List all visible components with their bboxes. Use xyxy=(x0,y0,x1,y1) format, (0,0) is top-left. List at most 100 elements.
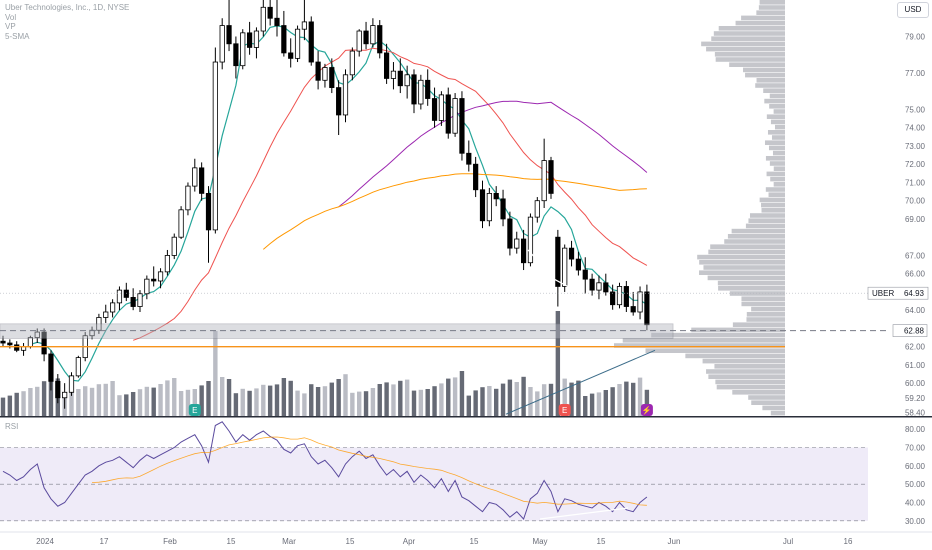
price-axis-tick: 60.00 xyxy=(905,379,926,388)
rsi-axis-tick: 70.00 xyxy=(905,444,926,453)
volume-profile-row xyxy=(766,114,785,119)
time-axis-tick: 15 xyxy=(597,537,606,546)
volume-bar xyxy=(302,393,307,416)
candlestick-series xyxy=(0,0,650,409)
volume-profile-row xyxy=(765,187,785,192)
price-axis-tick: 71.00 xyxy=(905,178,926,187)
volume-bar xyxy=(28,388,33,416)
volume-bar xyxy=(165,380,170,416)
volume-profile-row xyxy=(761,208,785,213)
volume-profile-row xyxy=(758,5,785,10)
chart-background xyxy=(0,416,932,533)
volume-bar xyxy=(514,382,519,416)
time-axis-tick: May xyxy=(532,537,547,546)
volume-profile-row xyxy=(718,26,785,31)
volume-bar xyxy=(144,386,150,416)
volume-bar xyxy=(240,388,245,416)
volume-bar xyxy=(398,380,403,416)
price-axis-tick: 67.00 xyxy=(905,251,926,260)
volume-bar xyxy=(336,379,341,416)
volume-bar xyxy=(192,389,197,416)
volume-profile-row xyxy=(773,182,785,187)
candle-body xyxy=(527,216,534,264)
level-price-tag xyxy=(892,324,928,337)
volume-profile-row xyxy=(706,369,785,374)
volume-bar xyxy=(199,385,204,416)
volume-profile-row xyxy=(748,218,785,223)
candle-body xyxy=(603,282,609,293)
candle-body xyxy=(349,50,355,76)
volume-profile xyxy=(613,0,785,416)
volume-profile-row xyxy=(716,384,785,390)
volume-profile-row xyxy=(715,379,785,385)
volume-profile-row xyxy=(767,130,785,135)
earnings-marker xyxy=(640,404,653,416)
volume-bar xyxy=(213,331,218,416)
candle-body xyxy=(219,25,225,63)
volume-bar xyxy=(507,379,513,416)
volume-bar xyxy=(541,384,547,416)
price-axis-tick: 58.40 xyxy=(905,408,926,417)
volume-profile-row xyxy=(751,400,785,405)
volume-bar xyxy=(247,390,252,416)
volume-profile-row xyxy=(762,405,785,411)
candle-body xyxy=(246,32,253,48)
candle-body xyxy=(75,357,81,377)
candle-body xyxy=(137,293,143,307)
volume-profile-row xyxy=(764,140,785,145)
candle-body xyxy=(411,74,417,105)
volume-bar xyxy=(363,391,369,416)
candle-body xyxy=(336,87,342,116)
volume-bar xyxy=(562,378,567,416)
volume-bar xyxy=(226,379,232,416)
price-axis-tick: 70.00 xyxy=(905,197,926,206)
volume-profile-row xyxy=(774,124,785,130)
volume-bar xyxy=(35,386,40,416)
candle-body xyxy=(473,163,479,191)
candle-body xyxy=(616,286,623,306)
candle-body xyxy=(27,337,34,348)
volume-bar xyxy=(48,378,54,416)
volume-bar xyxy=(473,390,478,416)
volume-bar xyxy=(130,392,136,416)
volume-profile-row xyxy=(755,83,785,88)
legend-title: Uber Technologies, Inc., 1D, NYSE xyxy=(5,3,130,12)
candle-body xyxy=(342,74,349,116)
candle-body xyxy=(301,21,308,30)
volume-bar xyxy=(452,377,458,416)
volume-bar xyxy=(41,381,47,416)
volume-profile-row xyxy=(699,260,785,265)
volume-bar xyxy=(158,384,163,416)
time-axis-tick: 15 xyxy=(346,537,355,546)
candle-body xyxy=(240,32,246,67)
legend-vp: VP xyxy=(5,22,16,31)
volume-bar xyxy=(624,381,629,416)
volume-profile-row xyxy=(699,270,785,275)
divergence-arrow xyxy=(550,276,637,324)
volume-profile-row xyxy=(768,145,785,151)
currency-button[interactable]: USD xyxy=(897,2,929,18)
earnings-marker-label: E xyxy=(562,406,567,415)
volume-bar xyxy=(637,377,643,416)
candle-body xyxy=(575,258,582,271)
time-axis-tick: 15 xyxy=(227,537,236,546)
candle-body xyxy=(308,21,314,63)
volume-profile-row xyxy=(724,239,785,244)
volume-profile-row xyxy=(745,72,785,78)
volume-bar xyxy=(391,384,396,416)
volume-bar xyxy=(411,390,417,416)
price-axis-tick: 64.00 xyxy=(905,306,926,315)
time-axis-tick: Mar xyxy=(282,537,296,546)
volume-bar xyxy=(309,384,314,416)
candle-body xyxy=(534,200,540,218)
candle-body xyxy=(226,25,232,45)
rsi-axis-tick: 30.00 xyxy=(905,517,926,526)
volume-profile-row xyxy=(756,10,785,15)
volume-profile-row xyxy=(769,104,785,109)
volume-bar xyxy=(446,378,451,416)
candle-body xyxy=(589,278,595,291)
volume-profile-row xyxy=(703,265,785,270)
candle-body xyxy=(418,79,424,105)
candle-body xyxy=(41,331,47,355)
